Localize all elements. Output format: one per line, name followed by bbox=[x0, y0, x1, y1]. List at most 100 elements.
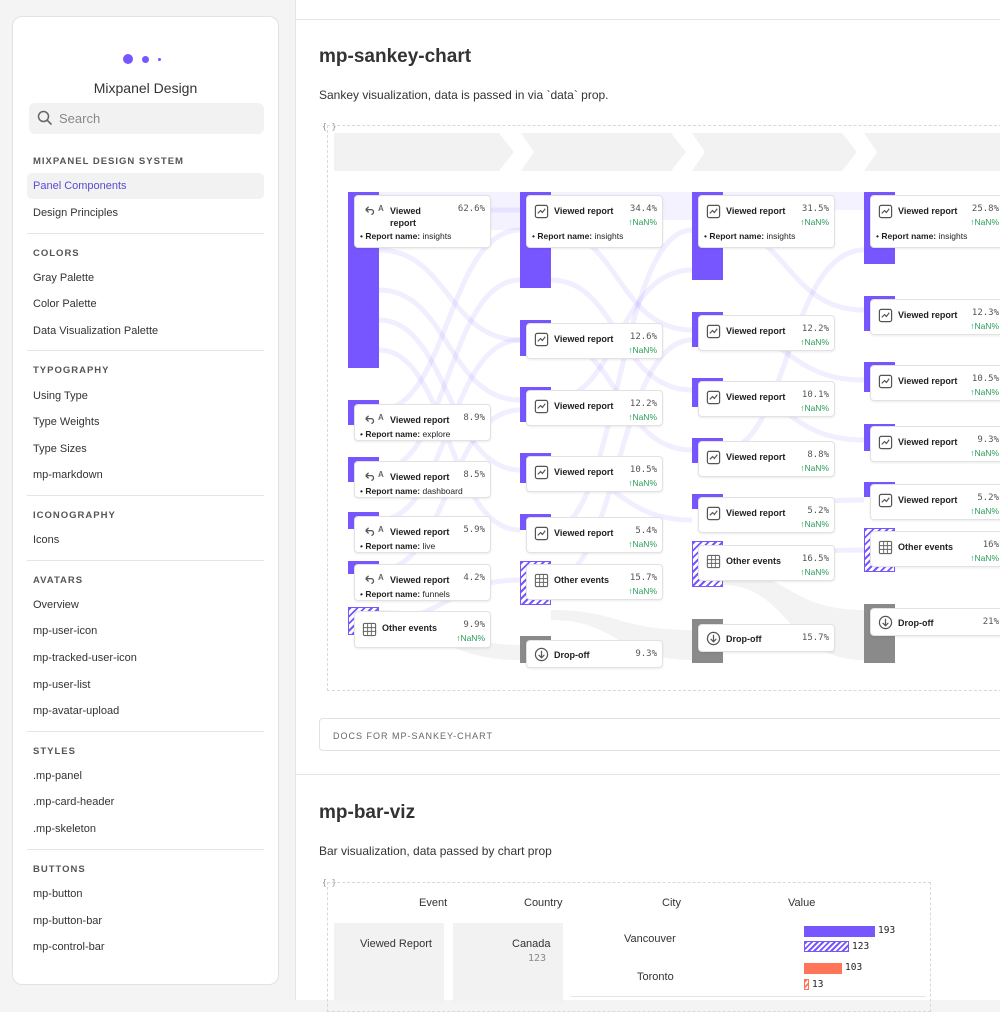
sankey-node-card[interactable]: A Viewed report 4.2% • Report name: funn… bbox=[354, 564, 491, 601]
sankey-node-card[interactable]: Viewed report 12.3% ↑NaN% bbox=[870, 299, 1000, 335]
sankey-node-card[interactable]: Viewed report 5.4% ↑NaN% bbox=[526, 517, 663, 553]
nav-item-icons[interactable]: Icons bbox=[33, 534, 60, 546]
node-percent: 8.8% bbox=[807, 450, 829, 460]
sankey-node-card[interactable]: Other events 16.5% ↑NaN% bbox=[698, 545, 835, 581]
divider bbox=[27, 495, 264, 496]
sankey-node-card[interactable]: Viewed report 9.3% ↑NaN% bbox=[870, 426, 1000, 462]
city-label: Toronto bbox=[637, 971, 674, 983]
value-bar-hatched[interactable] bbox=[804, 941, 849, 952]
sankey-node-card[interactable]: Viewed report 5.2% ↑NaN% bbox=[870, 484, 1000, 520]
node-property: • Report name: insights bbox=[704, 231, 796, 241]
event-type-icon: A bbox=[378, 470, 384, 479]
divider bbox=[27, 233, 264, 234]
docs-toggle[interactable]: DOCS FOR MP-SANKEY-CHART bbox=[319, 718, 1000, 751]
section-description-sankey: Sankey visualization, data is passed in … bbox=[319, 88, 609, 102]
divider bbox=[296, 774, 1000, 775]
section-title-bar-viz: mp-bar-viz bbox=[319, 802, 416, 823]
node-title: Viewed report bbox=[554, 206, 614, 216]
sankey-node-card[interactable]: A Viewed report 8.9% • Report name: expl… bbox=[354, 404, 491, 441]
event-type-icon: A bbox=[378, 525, 384, 534]
sankey-node-card[interactable]: A Viewed report 5.9% • Report name: live bbox=[354, 516, 491, 553]
sankey-node-card[interactable]: Drop-off 21% bbox=[870, 608, 1000, 636]
sankey-node-card[interactable]: Viewed report 10.1% ↑NaN% bbox=[698, 381, 835, 417]
node-title: Viewed report bbox=[554, 467, 614, 477]
nav-item-type-sizes[interactable]: Type Sizes bbox=[33, 443, 87, 455]
sankey-node-card[interactable]: Viewed report 10.5% ↑NaN% bbox=[526, 456, 663, 492]
sankey-node-card[interactable]: Viewed report 10.5% ↑NaN% bbox=[870, 365, 1000, 401]
sankey-node-card[interactable]: Viewed report 5.2% ↑NaN% bbox=[698, 497, 835, 533]
nav-item-gray-palette[interactable]: Gray Palette bbox=[33, 272, 95, 284]
nav-item-using-type[interactable]: Using Type bbox=[33, 390, 88, 402]
sankey-node-card[interactable]: Other events 15.7% ↑NaN% bbox=[526, 564, 663, 600]
node-property: • Report name: insights bbox=[532, 231, 624, 241]
node-property: • Report name: insights bbox=[876, 231, 968, 241]
country-cell bbox=[453, 923, 563, 1003]
node-title: Other events bbox=[726, 556, 782, 566]
main-content: mp-sankey-chart Sankey visualization, da… bbox=[295, 0, 1000, 1012]
node-delta: ↑NaN% bbox=[628, 412, 657, 422]
node-delta: ↑NaN% bbox=[800, 403, 829, 413]
sankey-node-card[interactable]: Viewed report 12.2% ↑NaN% bbox=[526, 390, 663, 426]
sankey-node-card[interactable]: Drop-off 9.3% bbox=[526, 640, 663, 668]
nav-item-type-weights[interactable]: Type Weights bbox=[33, 416, 100, 428]
nav-item-mp-panel[interactable]: .mp-panel bbox=[33, 770, 82, 782]
sankey-node-card[interactable]: Viewed report 34.4% ↑NaN% • Report name:… bbox=[526, 195, 663, 248]
sankey-node-card[interactable]: Viewed report 12.2% ↑NaN% bbox=[698, 315, 835, 351]
nav-item-mp-card-header[interactable]: .mp-card-header bbox=[33, 796, 115, 808]
sankey-node-card[interactable]: Other events 16% ↑NaN% bbox=[870, 531, 1000, 567]
code-toggle-icon[interactable]: { } bbox=[322, 122, 337, 131]
node-percent: 10.5% bbox=[971, 374, 999, 384]
nav-item-mp-skeleton[interactable]: .mp-skeleton bbox=[33, 823, 96, 835]
undo-icon bbox=[365, 472, 375, 481]
event-type-icon: A bbox=[378, 573, 384, 582]
row-divider bbox=[571, 996, 926, 997]
undo-icon bbox=[365, 415, 375, 424]
nav-item-mp-user-icon[interactable]: mp-user-icon bbox=[33, 625, 98, 637]
divider bbox=[27, 731, 264, 732]
node-percent: 10.1% bbox=[801, 390, 829, 400]
event-cell bbox=[334, 923, 444, 1003]
sankey-node-card[interactable]: Viewed report 31.5% ↑NaN% • Report name:… bbox=[698, 195, 835, 248]
arrow-down-circle-icon bbox=[878, 615, 893, 630]
section-title-avatars: AVATARS bbox=[33, 575, 84, 586]
insights-icon bbox=[534, 465, 549, 480]
insights-icon bbox=[878, 493, 893, 508]
sankey-node-card[interactable]: Viewed report 8.8% ↑NaN% bbox=[698, 441, 835, 477]
nav-item-mp-button-bar[interactable]: mp-button-bar bbox=[33, 915, 103, 927]
node-percent: 62.6% bbox=[457, 204, 485, 214]
nav-item-mp-button[interactable]: mp-button bbox=[33, 888, 83, 900]
column-header-city: City bbox=[662, 897, 681, 909]
sankey-node-card[interactable]: Other events 9.9% ↑NaN% bbox=[354, 611, 491, 648]
nav-item-color-palette[interactable]: Color Palette bbox=[33, 298, 97, 310]
docs-label: DOCS FOR MP-SANKEY-CHART bbox=[333, 731, 494, 741]
value-bar-hatched[interactable] bbox=[804, 979, 809, 990]
grid-icon bbox=[706, 554, 721, 569]
event-type-icon: A bbox=[378, 413, 384, 422]
nav-item-panel-components[interactable]: Panel Components bbox=[27, 173, 264, 199]
sankey-node-card[interactable]: A Viewed report 8.5% • Report name: dash… bbox=[354, 461, 491, 498]
value-bar[interactable] bbox=[804, 963, 842, 974]
nav-item-mp-tracked-user-icon[interactable]: mp-tracked-user-icon bbox=[33, 652, 137, 664]
nav-item-data-viz-palette[interactable]: Data Visualization Palette bbox=[33, 325, 159, 337]
node-percent: 5.9% bbox=[463, 525, 485, 535]
nav-item-design-principles[interactable]: Design Principles bbox=[33, 207, 118, 219]
value-label: 123 bbox=[852, 941, 870, 952]
nav-item-mp-markdown[interactable]: mp-markdown bbox=[33, 469, 103, 481]
nav-item-mp-user-list[interactable]: mp-user-list bbox=[33, 679, 91, 691]
undo-icon bbox=[365, 575, 375, 584]
grid-icon bbox=[534, 573, 549, 588]
nav-item-mp-avatar-upload[interactable]: mp-avatar-upload bbox=[33, 705, 120, 717]
sankey-node-card[interactable]: Drop-off 15.7% bbox=[698, 624, 835, 652]
search-box[interactable] bbox=[29, 103, 264, 134]
nav-item-overview[interactable]: Overview bbox=[33, 599, 79, 611]
sankey-node-card[interactable]: Viewed report 25.8% ↑NaN% • Report name:… bbox=[870, 195, 1000, 248]
nav-item-mp-control-bar[interactable]: mp-control-bar bbox=[33, 941, 105, 953]
node-delta: ↑NaN% bbox=[970, 217, 999, 227]
node-title: Drop-off bbox=[554, 650, 590, 660]
sankey-node-card[interactable]: Viewed report 12.6% ↑NaN% bbox=[526, 323, 663, 359]
value-bar[interactable] bbox=[804, 926, 875, 937]
node-delta: ↑NaN% bbox=[970, 321, 999, 331]
sankey-node-card[interactable]: A Viewed report 62.6% • Report name: ins… bbox=[354, 195, 491, 248]
node-title: Viewed report bbox=[554, 334, 614, 344]
search-input[interactable] bbox=[59, 103, 254, 134]
